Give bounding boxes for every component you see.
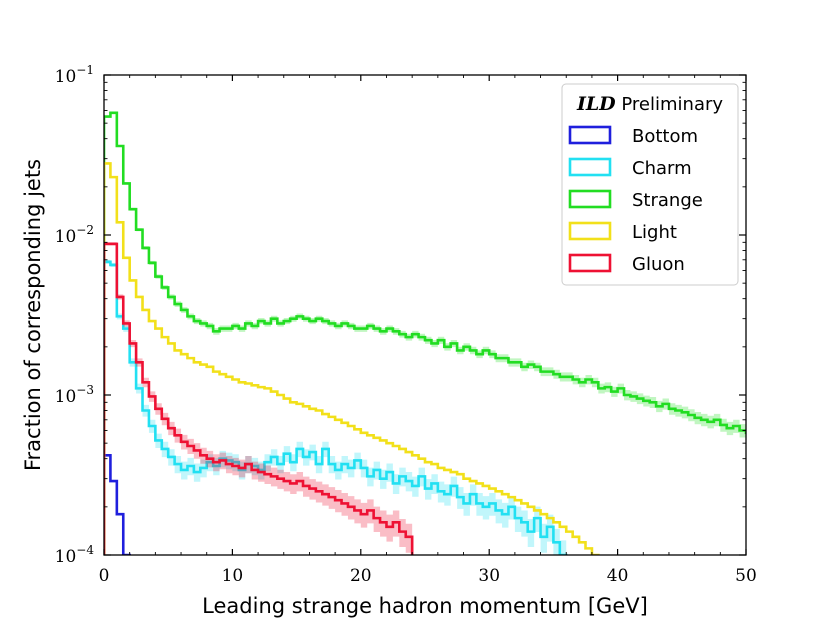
legend-title: ILD Preliminary (576, 93, 723, 115)
legend-label-strange: Strange (632, 190, 703, 211)
x-tick-label: 50 (735, 566, 757, 586)
x-axis-label: Leading strange hadron momentum [GeV] (202, 594, 648, 618)
y-tick-label: 10−4 (55, 543, 95, 567)
series-gluon-line (104, 242, 414, 555)
legend-label-bottom: Bottom (632, 126, 698, 147)
series-charm-line (104, 260, 568, 555)
legend: ILD Preliminary Bottom Charm Strange Light Gl… (561, 83, 739, 286)
plot-elements: 0 10 20 30 40 50 10−4 10−3 10−2 10−1 Leading stran… (21, 63, 757, 618)
series-strange-band (104, 112, 746, 441)
y-tick-label: 10−3 (55, 383, 94, 407)
series-bottom-line (104, 453, 131, 555)
plot-frame (103, 74, 747, 556)
series-light-line (104, 162, 600, 555)
y-axis-label: Fraction of corresponding jets (21, 159, 45, 471)
series-charm-band (104, 259, 567, 555)
y-tick-label: 10−2 (55, 223, 94, 247)
legend-label-gluon: Gluon (632, 254, 685, 275)
series-strange-line (104, 111, 746, 555)
x-tick-label: 0 (99, 566, 110, 586)
legend-swatch-bottom (568, 125, 612, 145)
legend-swatch-charm (568, 157, 612, 177)
legend-swatch-gluon (568, 253, 612, 273)
y-tick-label: 10−1 (55, 63, 94, 87)
x-tick-label: 30 (478, 566, 500, 586)
legend-label-light: Light (632, 222, 677, 243)
legend-swatch-light (568, 221, 612, 241)
x-tick-label: 10 (222, 566, 244, 586)
legend-box (561, 83, 739, 286)
x-tick-label: 40 (607, 566, 629, 586)
series-group (104, 111, 746, 555)
legend-swatch-strange (568, 189, 612, 209)
legend-label-charm: Charm (632, 158, 692, 179)
x-tick-label: 20 (350, 566, 372, 586)
